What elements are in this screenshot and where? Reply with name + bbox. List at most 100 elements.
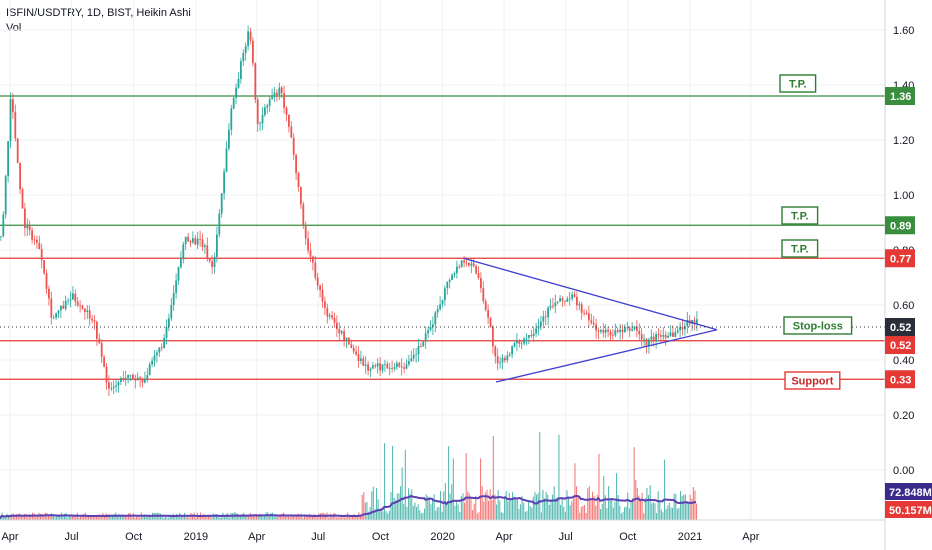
volume-bar <box>100 516 102 520</box>
volume-bar <box>691 498 693 520</box>
candle-body <box>134 378 137 381</box>
candle-body <box>139 377 141 380</box>
price-tick-label: 1.00 <box>893 190 914 202</box>
volume-bar <box>403 504 405 520</box>
volume-bar <box>54 517 56 520</box>
candle-body <box>273 92 276 97</box>
volume-bar <box>620 513 622 520</box>
volume-bar <box>315 515 317 520</box>
candle-body <box>496 356 499 364</box>
volume-bars <box>0 431 698 520</box>
candle-body <box>247 31 249 47</box>
volume-bar <box>89 515 91 520</box>
volume-bar <box>611 498 613 520</box>
volume-bar <box>376 487 378 520</box>
candle-body <box>69 299 72 301</box>
annotation-box <box>779 74 817 93</box>
candle-body <box>184 236 187 245</box>
volume-bar <box>385 511 387 520</box>
candle-body <box>103 356 105 367</box>
candle-body <box>619 329 621 333</box>
volume-bar <box>244 515 246 520</box>
volume-bar <box>163 517 165 520</box>
volume-bar <box>384 443 386 520</box>
candle-body <box>96 321 98 339</box>
candle-body <box>355 351 357 355</box>
volume-bar <box>457 504 459 520</box>
candle-body <box>136 377 139 381</box>
candle-body <box>398 363 401 367</box>
volume-bar <box>617 495 619 520</box>
volume-bar <box>44 512 46 520</box>
volume-bar <box>516 497 518 520</box>
volume-bar <box>28 514 30 520</box>
volume-bar <box>667 505 669 520</box>
candle-body <box>288 114 290 127</box>
volume-bar <box>430 504 432 520</box>
candle-body <box>115 385 117 387</box>
volume-bar <box>14 514 16 520</box>
volume-bar <box>110 515 112 520</box>
candle-body <box>343 331 345 341</box>
volume-bar <box>35 517 37 520</box>
volume-bar <box>547 494 549 520</box>
candle-body <box>590 320 593 323</box>
candle-body <box>556 301 559 303</box>
candle-body <box>650 336 653 340</box>
candle-body <box>559 298 561 302</box>
candle-body <box>319 285 321 291</box>
volume-bar <box>128 513 130 520</box>
candle-body <box>225 148 228 172</box>
candle-body <box>604 329 607 333</box>
volume-bar <box>83 514 85 520</box>
volume-bar <box>36 515 38 520</box>
volume-bar <box>448 446 450 520</box>
candle-body <box>388 367 391 369</box>
candle-body <box>628 327 631 331</box>
volume-bar <box>515 497 517 520</box>
volume-bar <box>256 513 258 520</box>
candle-body <box>684 326 686 330</box>
volume-bar <box>675 494 677 520</box>
volume-bar <box>300 513 302 520</box>
volume-bar <box>371 491 373 520</box>
volume-bar <box>41 514 43 520</box>
volume-bar <box>409 493 411 520</box>
candle-body <box>386 363 389 369</box>
candle-body <box>614 330 617 336</box>
volume-bar <box>641 492 643 520</box>
candle-body <box>655 334 657 342</box>
candle-body <box>391 367 393 369</box>
volume-bar <box>72 515 74 520</box>
volume-bar <box>481 486 483 520</box>
volume-bar <box>24 513 26 520</box>
volume-bar <box>136 515 138 520</box>
volume-bar <box>600 509 602 520</box>
candle-body <box>60 305 62 311</box>
volume-bar <box>404 449 406 520</box>
candle-body <box>667 335 669 338</box>
volume-bar <box>67 517 69 520</box>
volume-bar <box>684 494 686 520</box>
volume-bar <box>473 503 475 520</box>
candle-body <box>276 92 278 96</box>
candle-body <box>424 333 427 342</box>
candle-body <box>304 225 307 239</box>
volume-bar <box>668 502 670 520</box>
volume-bar <box>638 495 640 520</box>
volume-bar <box>513 496 515 520</box>
candle-body <box>422 341 425 347</box>
volume-bar <box>654 503 656 520</box>
volume-bar <box>27 517 29 520</box>
candle-body <box>280 87 283 94</box>
candle-body <box>223 171 225 194</box>
candle-body <box>163 337 165 349</box>
candle-body <box>300 186 302 205</box>
volume-bar <box>664 459 666 520</box>
time-tick-label: Apr <box>496 531 513 543</box>
volume-bar <box>363 492 365 520</box>
time-tick-label: Jul <box>311 531 325 543</box>
volume-bar <box>121 514 123 520</box>
volume-bar <box>408 488 410 520</box>
